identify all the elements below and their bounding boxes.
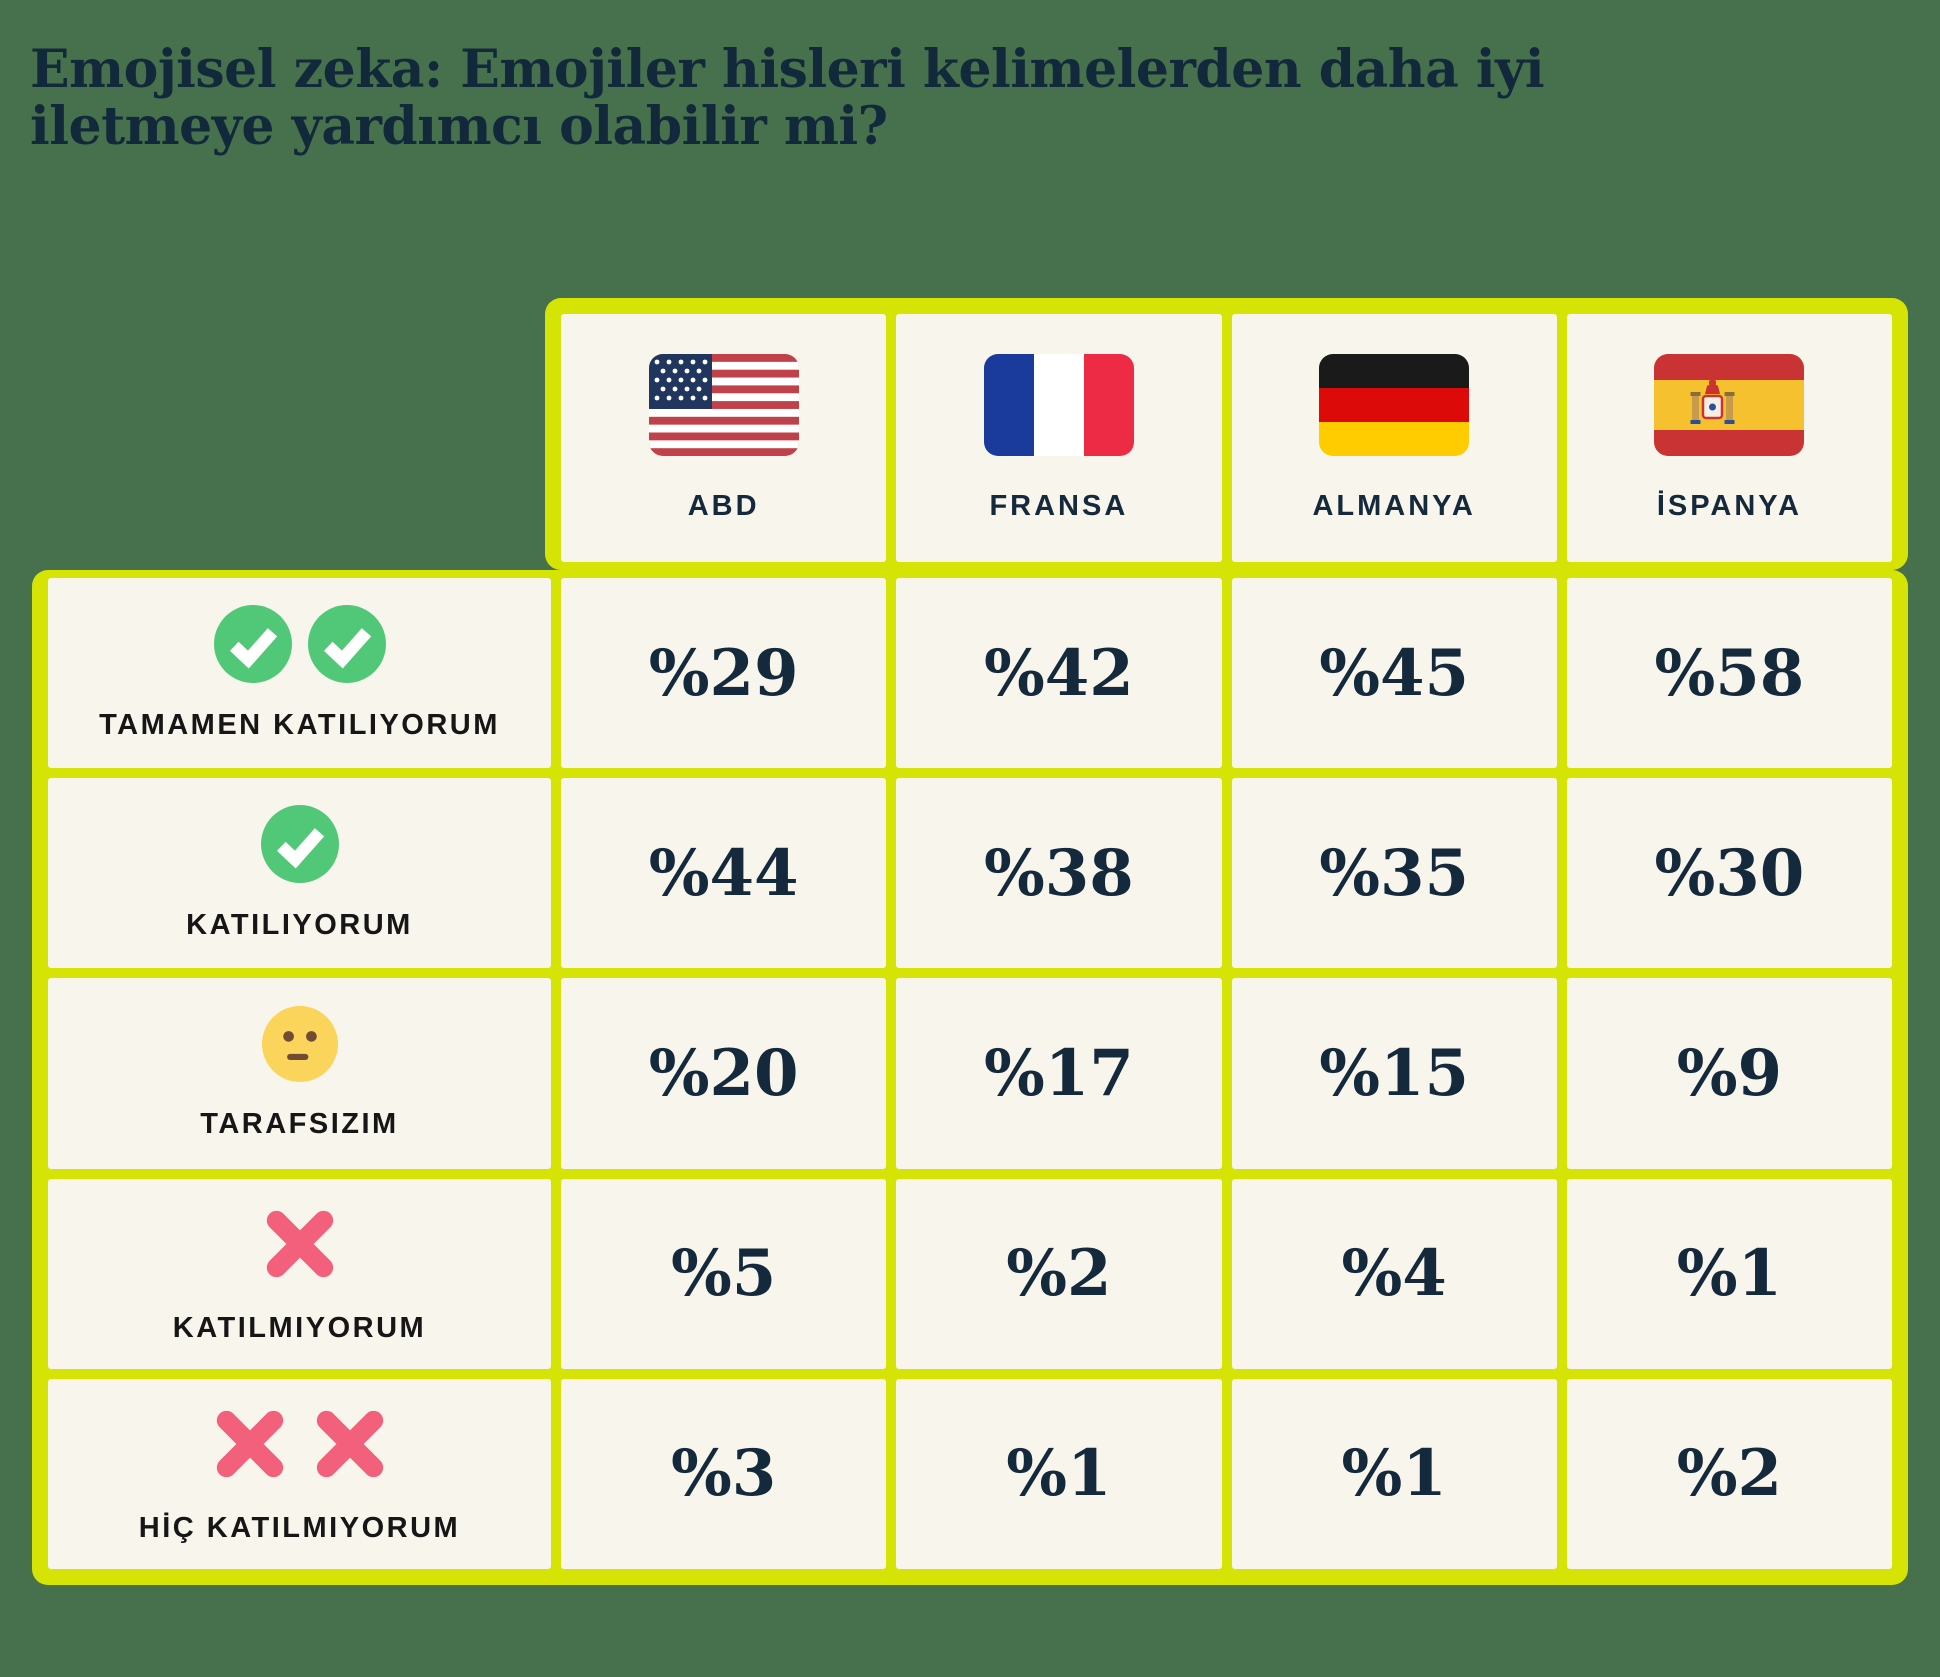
usa-flag-icon xyxy=(649,354,799,456)
table-value: %58 xyxy=(1566,578,1892,769)
column-header-label: İSPANYA xyxy=(1656,489,1802,522)
row-label: TAMAMEN KATILIYORUM xyxy=(99,708,500,741)
france-flag-icon xyxy=(984,354,1134,456)
table-value: %17 xyxy=(896,978,1222,1169)
row-label: HİÇ KATILMIYORUM xyxy=(138,1512,461,1545)
table-value: %1 xyxy=(896,1378,1222,1569)
row-label: KATILMIYORUM xyxy=(172,1312,427,1345)
table-value: %35 xyxy=(1231,778,1557,969)
row-label: TARAFSIZIM xyxy=(200,1107,399,1140)
spain-flag-icon xyxy=(1654,354,1804,456)
check-circle-icon xyxy=(261,805,339,883)
column-header-france: FRANSA xyxy=(896,314,1222,562)
table-value: %5 xyxy=(561,1178,887,1369)
column-header-label: ABD xyxy=(687,489,760,522)
column-header-spain: İSPANYA xyxy=(1566,314,1892,562)
table-value: %44 xyxy=(561,778,887,969)
table-value: %2 xyxy=(1566,1378,1892,1569)
cross-icon xyxy=(308,1402,392,1486)
country-header-row: ABD FRANSA ALMANYA İSPANYA xyxy=(545,298,1908,570)
table-value: %1 xyxy=(1231,1378,1557,1569)
table-value: %1 xyxy=(1566,1178,1892,1369)
row-header-neutral: TARAFSIZIM xyxy=(48,978,551,1169)
row-label: KATILIYORUM xyxy=(186,908,413,941)
table-value: %3 xyxy=(561,1378,887,1569)
table-value: %9 xyxy=(1566,978,1892,1169)
table-value: %29 xyxy=(561,578,887,769)
table-value: %20 xyxy=(561,978,887,1169)
column-header-label: FRANSA xyxy=(989,489,1129,522)
table-value: %42 xyxy=(896,578,1222,769)
column-header-germany: ALMANYA xyxy=(1231,314,1557,562)
check-circle-icon xyxy=(308,605,386,683)
page-title: Emojisel zeka: Emojiler hisleri kelimele… xyxy=(30,38,1545,158)
survey-table: TAMAMEN KATILIYORUM %29 %42 %45 %58 KATI… xyxy=(32,570,1908,1585)
row-header-agree: KATILIYORUM xyxy=(48,778,551,969)
table-value: %38 xyxy=(896,778,1222,969)
table-value: %15 xyxy=(1231,978,1557,1169)
table-value: %45 xyxy=(1231,578,1557,769)
double-cross-icon xyxy=(208,1402,392,1486)
double-check-circle-icon xyxy=(214,605,386,683)
germany-flag-icon xyxy=(1319,354,1469,456)
row-header-strongly-agree: TAMAMEN KATILIYORUM xyxy=(48,578,551,769)
row-header-strongly-disagree: HİÇ KATILMIYORUM xyxy=(48,1378,551,1569)
cross-icon xyxy=(208,1402,292,1486)
row-header-disagree: KATILMIYORUM xyxy=(48,1178,551,1369)
check-circle-icon xyxy=(261,805,339,883)
column-header-usa: ABD xyxy=(561,314,887,562)
cross-icon xyxy=(258,1202,342,1286)
table-value: %4 xyxy=(1231,1178,1557,1369)
cross-icon xyxy=(258,1202,342,1286)
table-value: %2 xyxy=(896,1178,1222,1369)
check-circle-icon xyxy=(214,605,292,683)
neutral-face-icon xyxy=(261,1005,338,1082)
table-value: %30 xyxy=(1566,778,1892,969)
neutral-face-icon xyxy=(261,1005,338,1082)
column-header-label: ALMANYA xyxy=(1312,489,1476,522)
